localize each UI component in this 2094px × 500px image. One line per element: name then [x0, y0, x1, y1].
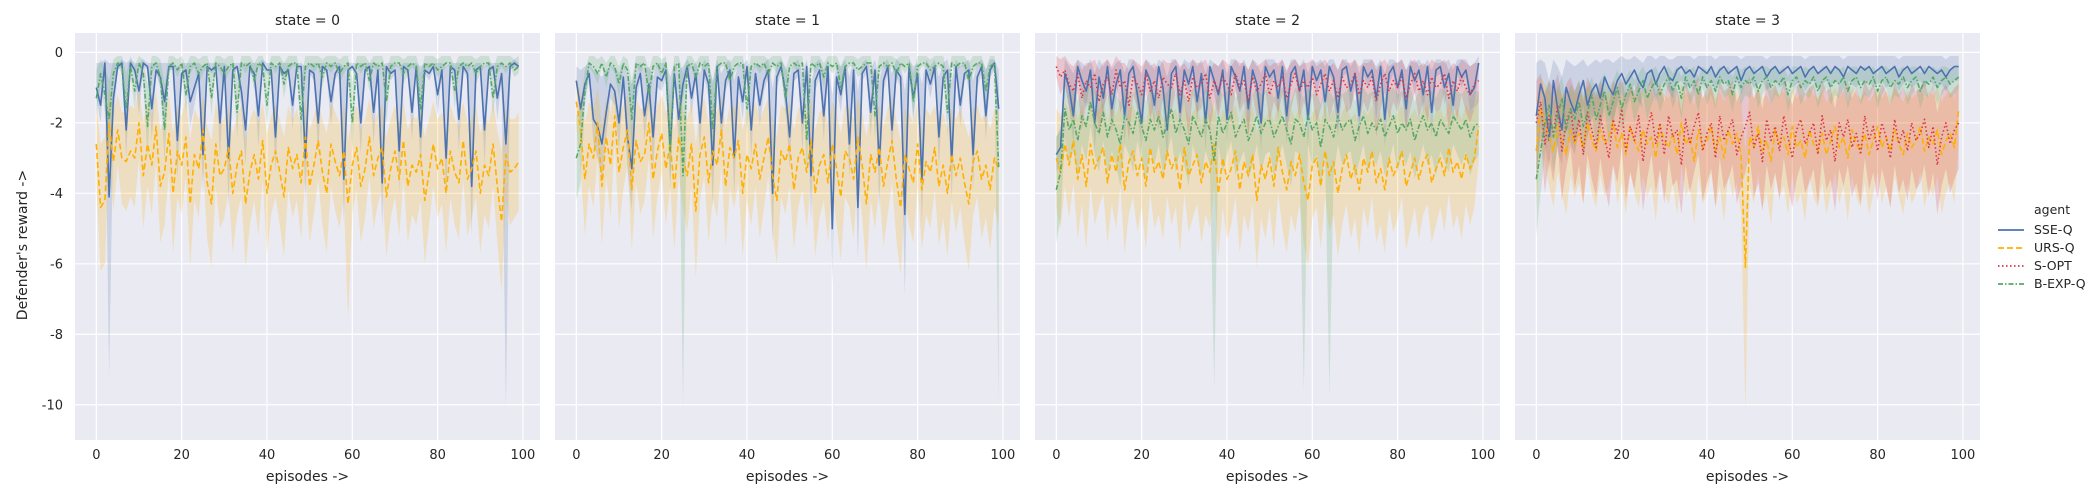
- y-tick-label: -6: [50, 257, 63, 272]
- y-tick-label: -2: [50, 116, 63, 131]
- panel-title: state = 3: [1715, 13, 1780, 29]
- confidence-band-b-exp-q: [96, 55, 519, 162]
- panel-title: state = 0: [275, 13, 340, 29]
- legend-label: URS-Q: [2034, 240, 2075, 255]
- x-tick-label: 100: [1951, 448, 1976, 463]
- series-line-sse-q: [95, 62, 520, 198]
- y-tick-label: -10: [42, 398, 63, 413]
- confidence-bands: [1536, 55, 1959, 412]
- legend-item-s-opt: S-OPT: [1998, 258, 2072, 273]
- x-axis-label: episodes ->: [266, 469, 349, 485]
- legend: agent SSE-Q URS-Q S-OPT B-EXP-Q: [1998, 202, 2086, 291]
- series-lines: [575, 62, 1000, 230]
- legend-item-urs-q: URS-Q: [1998, 240, 2075, 255]
- series-line-sse-q: [1535, 65, 1959, 142]
- x-axis-label: episodes ->: [1706, 469, 1789, 485]
- x-tick-label: 40: [259, 448, 276, 463]
- confidence-band-b-exp-q: [1536, 66, 1959, 236]
- confidence-band-sse-q: [1536, 55, 1959, 187]
- x-tick-label: 80: [1389, 448, 1406, 463]
- x-tick-label: 80: [1869, 448, 1886, 463]
- panels: 0 20 40 60 80 100 0 -2 -4 -6 -8 -10 state = 0 episode…: [42, 13, 1980, 485]
- legend-label: SSE-Q: [2034, 222, 2073, 237]
- series-line-urs-q: [95, 122, 520, 223]
- x-tick-label: 20: [653, 448, 670, 463]
- x-tick-label: 0: [92, 448, 100, 463]
- x-tick-label: 40: [739, 448, 756, 463]
- x-tick-label: 0: [1052, 448, 1060, 463]
- x-axis-label: episodes ->: [1226, 469, 1309, 485]
- x-tick-label: 100: [991, 448, 1016, 463]
- series-line-b-exp-q: [575, 62, 1000, 177]
- confidence-band-s-opt: [1536, 73, 1959, 215]
- x-tick-label: 20: [1613, 448, 1630, 463]
- legend-label: S-OPT: [2034, 258, 2072, 273]
- series-line-urs-q: [575, 101, 1000, 212]
- legend-item-sse-q: SSE-Q: [1998, 222, 2073, 237]
- y-axis-label: Defender's reward ->: [15, 170, 31, 320]
- legend-title: agent: [2034, 202, 2070, 217]
- panel-background: [555, 33, 1020, 440]
- x-tick-label: 80: [429, 448, 446, 463]
- series-lines: [1055, 62, 1480, 202]
- y-tick-label: -4: [50, 187, 63, 202]
- x-tick-label: 60: [1784, 448, 1801, 463]
- facet-panel-state-2: 0 20 40 60 80 100 state = 2 episodes ->: [1035, 13, 1500, 485]
- x-tick-label: 40: [1699, 448, 1716, 463]
- series-line-sse-q: [575, 62, 1000, 230]
- series-lines: [95, 62, 520, 223]
- x-axis-label: episodes ->: [746, 469, 829, 485]
- x-tick-label: 60: [1304, 448, 1321, 463]
- series-line-b-exp-q: [1535, 76, 1960, 180]
- facet-panel-state-1: 0 20 40 60 80 100 state = 1 episodes ->: [555, 13, 1020, 485]
- series-lines: [1535, 65, 1960, 269]
- x-tick-label: 40: [1219, 448, 1236, 463]
- series-line-s-opt: [1535, 100, 1960, 166]
- x-tick-label: 80: [909, 448, 926, 463]
- y-tick-label: -8: [50, 328, 63, 343]
- legend-items: SSE-Q URS-Q S-OPT B-EXP-Q: [1998, 222, 2086, 291]
- x-tick-label: 0: [572, 448, 580, 463]
- panel-title: state = 1: [755, 13, 820, 29]
- series-line-b-exp-q: [1055, 100, 1480, 190]
- panel-title: state = 2: [1235, 13, 1300, 29]
- facet-panel-state-3: 0 20 40 60 80 100 state = 3 episodes ->: [1515, 13, 1980, 485]
- facet-panel-state-0: 0 20 40 60 80 100 0 -2 -4 -6 -8 -10 state = 0 episode…: [42, 13, 540, 485]
- x-tick-label: 60: [344, 448, 361, 463]
- legend-label: B-EXP-Q: [2034, 276, 2086, 291]
- x-tick-label: 100: [511, 448, 536, 463]
- y-tick-label: 0: [55, 46, 63, 61]
- legend-item-b-exp-q: B-EXP-Q: [1998, 276, 2086, 291]
- confidence-band-urs-q: [1536, 77, 1959, 412]
- x-tick-label: 20: [1133, 448, 1150, 463]
- x-tick-label: 0: [1532, 448, 1540, 463]
- panel-background: [1515, 33, 1980, 440]
- x-tick-label: 100: [1471, 448, 1496, 463]
- confidence-band-urs-q: [1056, 91, 1479, 268]
- x-tick-label: 60: [824, 448, 841, 463]
- series-line-urs-q: [1535, 108, 1960, 269]
- x-tick-label: 20: [173, 448, 190, 463]
- series-line-s-opt: [1055, 66, 1480, 106]
